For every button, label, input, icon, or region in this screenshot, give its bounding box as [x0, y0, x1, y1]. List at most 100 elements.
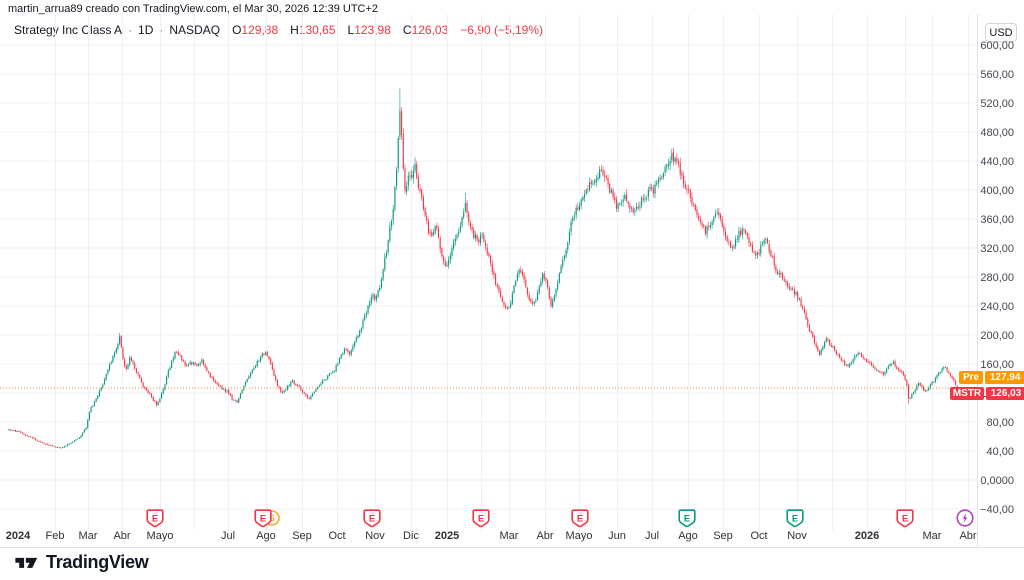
candle-body: [202, 359, 205, 365]
candle-body: [917, 383, 920, 386]
candle-body: [281, 391, 284, 393]
candle-body: [599, 169, 601, 179]
svg-text:E: E: [902, 513, 908, 524]
candle-body: [562, 259, 564, 267]
candle-body: [552, 300, 554, 307]
currency-toggle-button[interactable]: USD: [985, 23, 1017, 42]
candle-body: [181, 355, 183, 361]
candle-body: [659, 177, 661, 180]
earnings-marker[interactable]: E: [363, 509, 381, 528]
candle-body: [389, 226, 391, 241]
candle-body: [740, 230, 742, 235]
candle-body: [706, 226, 708, 235]
candle-body: [884, 372, 886, 375]
candle-body: [620, 202, 623, 204]
candle-body: [909, 397, 911, 399]
candle-body: [923, 386, 925, 391]
candle-body: [352, 345, 354, 351]
candle-body: [359, 331, 361, 336]
candle-body: [384, 256, 386, 270]
candle-body: [825, 338, 827, 342]
candle-body: [355, 337, 357, 343]
candle-body: [152, 397, 154, 401]
candle-body: [18, 431, 20, 432]
candle-body: [897, 368, 899, 371]
candle-body: [348, 351, 351, 355]
candle-body: [73, 440, 75, 442]
candle-body: [218, 383, 220, 386]
candle-body: [280, 387, 282, 392]
candle-body: [704, 226, 706, 234]
earnings-marker[interactable]: E: [678, 509, 696, 528]
candle-body: [567, 242, 569, 250]
candle-body: [513, 285, 515, 293]
candle-body: [822, 346, 824, 350]
price-scale[interactable]: 600,00 560,00 520,00 480,00 440,00 400,00 360,…: [980, 40, 1014, 516]
candle-body: [746, 233, 748, 237]
candle-body: [835, 350, 837, 355]
earnings-marker[interactable]: E: [146, 509, 164, 528]
candle-body: [105, 374, 107, 380]
candle-body: [904, 374, 906, 380]
candle-body: [187, 364, 190, 366]
candle-body: [850, 363, 852, 364]
tradingview-logo[interactable]: TradingView: [14, 551, 149, 573]
candle-body: [154, 400, 156, 402]
candle-body: [632, 208, 634, 213]
time-scale[interactable]: 2024 Feb Mar Abr Mayo Jul Ago Sep Oct Nov Dic 2025 M…: [6, 530, 977, 542]
candle-body: [399, 110, 401, 137]
earnings-marker[interactable]: E: [472, 509, 490, 528]
candle-body: [345, 349, 347, 351]
candle-body: [61, 447, 64, 449]
price-tick-label: 360,00: [980, 214, 1014, 226]
candle-body: [166, 376, 168, 385]
price-tick-label: 200,00: [980, 330, 1014, 342]
candle-body: [129, 357, 131, 365]
candle-body: [213, 377, 215, 381]
candle-body: [421, 189, 423, 198]
candle-body: [127, 364, 129, 369]
premarket-value: 127,94: [985, 371, 1024, 385]
candle-body: [879, 371, 881, 373]
candle-body: [266, 352, 268, 357]
earnings-marker[interactable]: E: [786, 509, 804, 528]
candle-body: [439, 238, 441, 250]
candle-body: [53, 445, 55, 447]
month-axis-label: Mayo: [566, 530, 593, 542]
candle-body: [13, 430, 15, 432]
earnings-marker[interactable]: E: [571, 509, 589, 528]
candle-body: [892, 361, 894, 364]
candle-body: [354, 341, 356, 347]
candle-body: [802, 306, 804, 309]
candle-body: [881, 372, 883, 374]
future-event-marker[interactable]: [956, 509, 974, 527]
candle-body: [857, 352, 859, 355]
candle-body: [261, 353, 263, 357]
candle-body: [607, 178, 609, 185]
candle-body: [244, 382, 247, 386]
candle-body: [229, 393, 231, 396]
candle-body: [226, 390, 228, 392]
candle-body: [23, 433, 25, 435]
candle-body: [852, 359, 854, 363]
symbol-legend[interactable]: Strategy Inc Class A · 1D · NASDAQ O129,…: [14, 23, 543, 37]
month-axis-label: Abr: [959, 530, 976, 542]
candle-body: [147, 390, 149, 393]
candle-body: [877, 370, 879, 372]
earnings-marker[interactable]: SE: [254, 509, 280, 528]
candle-body: [140, 377, 143, 383]
candle-body: [521, 271, 524, 275]
candle-body: [580, 199, 582, 206]
svg-text:E: E: [684, 513, 690, 524]
ohlc-open: O129,88: [232, 23, 279, 37]
candle-body: [291, 380, 294, 383]
earnings-marker[interactable]: E: [896, 509, 914, 528]
candle-body: [862, 356, 864, 359]
candle-body: [887, 366, 889, 369]
candle-body: [545, 278, 547, 280]
candle-body: [179, 355, 181, 357]
candle-body: [162, 389, 164, 394]
candle-body: [30, 436, 32, 438]
candle-body: [362, 320, 364, 329]
